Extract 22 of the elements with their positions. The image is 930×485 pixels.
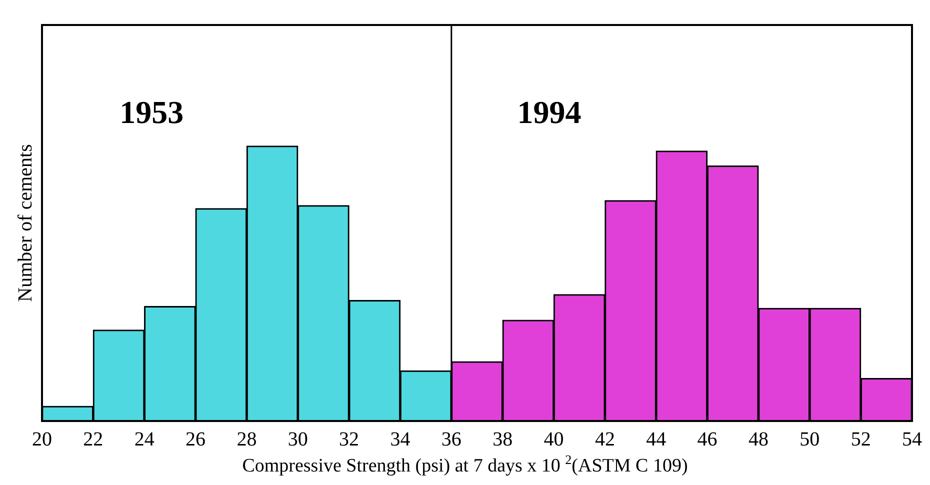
x-tick-label: 22: [83, 428, 104, 450]
y-axis-title: Number of cements: [14, 144, 36, 302]
x-tick-label: 48: [748, 428, 768, 450]
x-tick-label: 50: [800, 428, 820, 450]
x-tick-label: 54: [902, 428, 922, 450]
x-tick-label: 44: [646, 428, 666, 450]
x-tick-label: 36: [441, 428, 462, 450]
x-tick-label: 40: [544, 428, 564, 450]
x-tick-label: 24: [134, 428, 154, 450]
x-axis-title: Compressive Strength (psi) at 7 days x 10 $^{2}$(ASTM C 109): [241, 452, 689, 478]
x-tick-label: 28: [236, 428, 257, 450]
x-tick-label: 20: [32, 428, 52, 450]
x-tick-label: 42: [594, 428, 615, 450]
text: 1994: [517, 94, 582, 130]
x-tick-label: 30: [288, 428, 308, 450]
x-tick-label: 38: [492, 428, 513, 450]
x-tick-label: 52: [850, 428, 871, 450]
x-tick-label: 26: [186, 428, 206, 450]
text: 1953: [120, 94, 184, 130]
x-tick-label: 32: [339, 428, 360, 450]
x-tick-label: 34: [390, 428, 410, 450]
x-tick-label: 46: [697, 428, 718, 450]
